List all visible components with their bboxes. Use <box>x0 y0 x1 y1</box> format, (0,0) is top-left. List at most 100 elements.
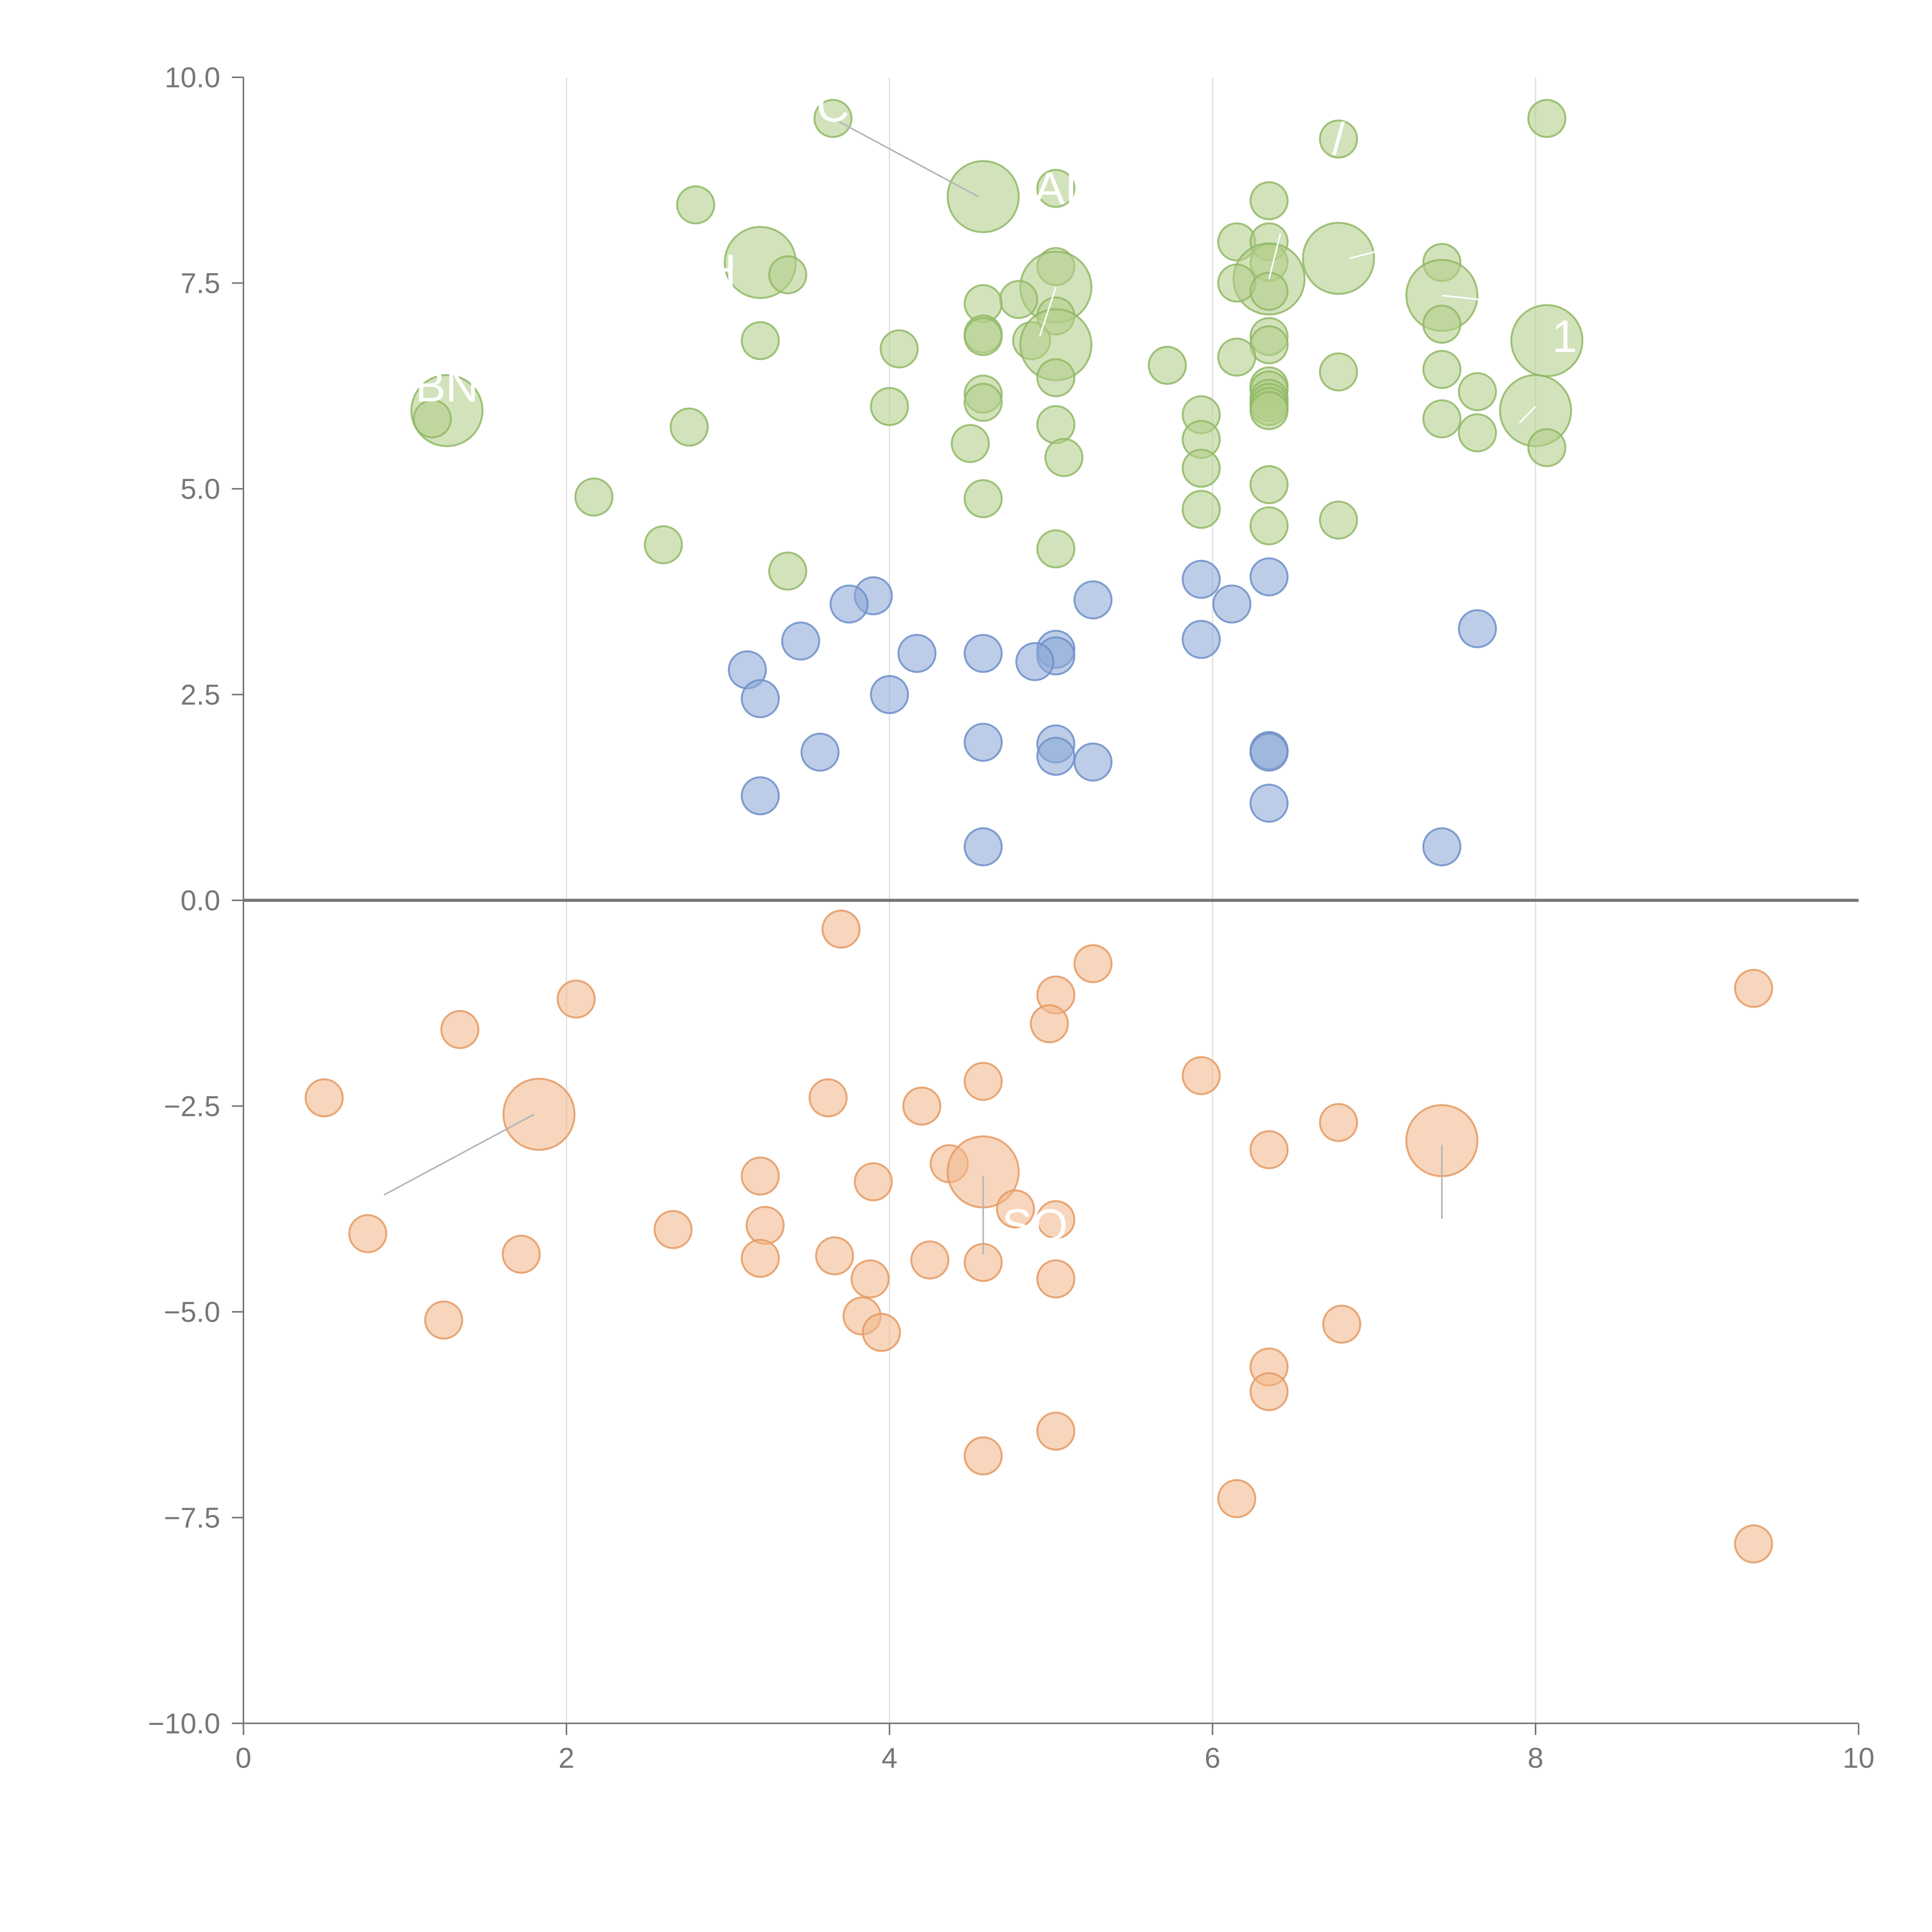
x-tick-label: 4 <box>881 1742 897 1774</box>
x-tick-label: 0 <box>235 1742 251 1774</box>
point-annotation: C <box>816 81 849 132</box>
data-point <box>1319 1103 1358 1142</box>
y-tick-label: 0.0 <box>180 884 220 917</box>
data-point <box>1249 733 1289 772</box>
data-point <box>830 584 869 624</box>
data-point <box>1322 1304 1361 1344</box>
data-point <box>1734 969 1773 1008</box>
data-point <box>1319 119 1358 159</box>
point-layer <box>304 99 1773 1564</box>
data-point <box>1458 609 1497 648</box>
x-tick-label: 6 <box>1204 1742 1220 1774</box>
data-point <box>348 1214 388 1253</box>
data-point <box>862 1313 901 1352</box>
data-point <box>1036 169 1076 208</box>
leader-line-layer <box>383 117 1536 1254</box>
point-annotation: BN <box>415 361 479 412</box>
data-point <box>808 1078 848 1117</box>
data-point <box>1030 1004 1069 1043</box>
data-point <box>963 317 1003 356</box>
leader-line <box>1268 233 1281 279</box>
data-point <box>999 280 1038 319</box>
data-point <box>1249 272 1289 311</box>
data-point <box>670 407 709 447</box>
data-point <box>440 1010 480 1049</box>
data-point <box>1036 1259 1076 1299</box>
data-point <box>1422 350 1462 389</box>
data-point <box>1148 346 1187 385</box>
y-tick-label: 7.5 <box>180 267 220 299</box>
data-point <box>963 1436 1003 1476</box>
data-point <box>768 255 808 294</box>
x-tick-label: 8 <box>1527 1742 1543 1774</box>
data-point <box>850 1259 890 1299</box>
data-point <box>897 634 937 673</box>
leader-line <box>1039 287 1057 337</box>
y-tick-label: −2.5 <box>164 1090 220 1122</box>
data-point <box>1182 490 1221 529</box>
data-point <box>963 827 1003 867</box>
data-point <box>1249 784 1289 823</box>
large-data-point <box>946 160 1020 233</box>
data-point <box>1527 99 1566 138</box>
data-point <box>1036 736 1076 776</box>
data-point <box>413 399 452 439</box>
data-point <box>1319 500 1358 540</box>
data-point <box>1422 827 1462 867</box>
data-point <box>902 1087 942 1126</box>
data-point <box>1036 405 1076 444</box>
data-point <box>963 479 1003 519</box>
data-point <box>653 1210 693 1249</box>
data-point <box>1073 742 1113 782</box>
data-point <box>768 551 808 591</box>
data-point <box>800 733 840 772</box>
data-point <box>963 383 1003 422</box>
data-point <box>1249 557 1289 597</box>
point-annotation: H <box>703 245 736 296</box>
data-point <box>741 1156 780 1196</box>
data-point <box>1249 181 1289 220</box>
data-point <box>910 1240 949 1280</box>
data-point <box>1249 506 1289 546</box>
leader-line <box>832 117 979 197</box>
data-point <box>745 1206 785 1245</box>
data-point <box>424 1300 463 1340</box>
data-point <box>1036 529 1076 568</box>
data-point <box>1319 352 1358 392</box>
data-point <box>1422 399 1462 439</box>
data-point <box>1015 642 1054 681</box>
data-point <box>1212 584 1252 624</box>
data-point <box>1422 304 1462 344</box>
y-tick-label: 2.5 <box>180 679 220 711</box>
data-point <box>1217 264 1257 303</box>
data-point <box>741 776 780 815</box>
data-point <box>741 679 780 718</box>
data-point <box>1182 449 1221 488</box>
leader-line <box>383 1114 535 1196</box>
data-point <box>1044 438 1083 477</box>
data-point <box>304 1078 344 1117</box>
data-point <box>1182 620 1221 659</box>
data-point <box>741 321 780 361</box>
data-point <box>996 1189 1035 1229</box>
large-data-point <box>1302 222 1375 295</box>
data-point <box>1073 580 1113 620</box>
data-point <box>1249 391 1289 430</box>
data-point <box>870 387 909 426</box>
data-point <box>1073 944 1113 983</box>
data-point <box>1249 1130 1289 1169</box>
data-point <box>821 910 861 949</box>
leader-line <box>1519 406 1536 424</box>
data-point <box>1734 1524 1773 1564</box>
data-point <box>963 634 1003 673</box>
data-point <box>870 675 909 714</box>
data-point <box>781 621 820 661</box>
data-point <box>963 723 1003 762</box>
y-tick-label: 5.0 <box>180 473 220 505</box>
data-point <box>1217 337 1257 377</box>
data-point <box>879 329 919 369</box>
y-tick-label: −5.0 <box>164 1296 220 1328</box>
data-point <box>1249 465 1289 504</box>
